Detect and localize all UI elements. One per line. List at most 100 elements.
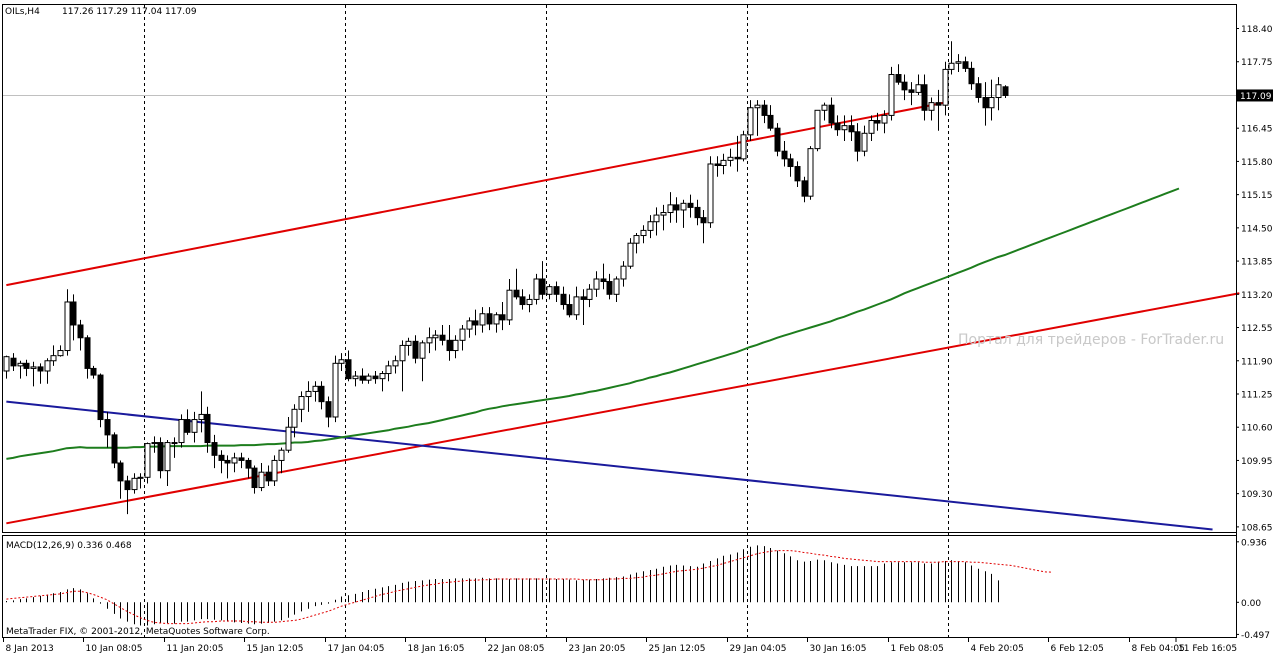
- candle-body: [278, 449, 285, 461]
- candle-body: [807, 148, 814, 197]
- candle-body: [211, 442, 218, 456]
- candle-body: [647, 221, 654, 231]
- time-tick-label: 10 Jan 08:05: [86, 644, 143, 654]
- current-price-tag: [1237, 89, 1273, 102]
- candle-body: [57, 350, 64, 357]
- ohlc-readout: 117.26 117.29 117.04 117.09: [62, 7, 197, 17]
- time-axis: 8 Jan 2013 10 Jan 08:05 11 Jan 20:05 15 Jan…: [3, 638, 1237, 654]
- candle-body: [727, 156, 734, 161]
- price-tick-label: 115.15: [1241, 191, 1273, 201]
- candle-body: [479, 313, 486, 326]
- candle-body: [30, 366, 37, 369]
- price-tick-label: 112.55: [1241, 324, 1273, 334]
- candle-body: [580, 296, 587, 300]
- candle-body: [935, 102, 942, 106]
- price-tick-label: 117.09: [1240, 92, 1272, 102]
- candle-body: [466, 320, 473, 330]
- time-tick-label: 8 Jan 2013: [6, 644, 54, 654]
- trendline: [6, 292, 1240, 525]
- candle-body: [720, 159, 727, 167]
- price-tick-label: 109.30: [1241, 490, 1273, 500]
- candle-body: [667, 204, 674, 214]
- candle-body: [426, 337, 433, 344]
- candle-body: [694, 206, 701, 219]
- candle-body: [258, 471, 265, 489]
- candle-body: [606, 281, 613, 295]
- candle-body: [593, 278, 600, 290]
- candle-body: [164, 442, 171, 472]
- candle-body: [881, 114, 888, 124]
- candle-body: [955, 61, 962, 64]
- candle-body: [245, 459, 252, 469]
- candle-body: [131, 477, 138, 491]
- candle-body: [968, 67, 975, 85]
- macd-tick-label: 0.936: [1241, 538, 1267, 548]
- time-tick-label: 23 Jan 20:05: [569, 644, 626, 654]
- price-tick-label: 111.25: [1241, 390, 1273, 400]
- candle-body: [111, 434, 118, 464]
- candle-body: [653, 214, 660, 223]
- candle-body: [117, 462, 124, 482]
- candle-body: [740, 134, 747, 160]
- time-tick-label: 30 Jan 16:05: [810, 644, 867, 654]
- candle-body: [854, 131, 861, 152]
- candle-body: [539, 278, 546, 295]
- candle-body: [90, 367, 97, 376]
- candle-body: [673, 204, 680, 211]
- candle-body: [325, 401, 332, 418]
- candle-body: [848, 125, 855, 133]
- time-tick-label: 18 Jan 16:05: [408, 644, 465, 654]
- candle-body: [137, 476, 144, 479]
- price-tick-label: 108.65: [1241, 523, 1273, 533]
- candle-body: [620, 265, 627, 280]
- candle-body: [761, 104, 768, 116]
- candle-body: [861, 132, 868, 152]
- candle-body: [312, 385, 319, 392]
- candle-body: [184, 419, 191, 433]
- time-tick-label: 8 Feb 04:05: [1132, 644, 1185, 654]
- candle-body: [874, 120, 881, 124]
- candles: [3, 41, 1009, 515]
- price-tick-label: 113.85: [1241, 258, 1273, 268]
- candle-body: [231, 457, 238, 464]
- candle-body: [794, 166, 801, 182]
- candle-body: [392, 360, 399, 367]
- time-tick-label: 25 Jan 12:05: [649, 644, 706, 654]
- candle-body: [519, 296, 526, 306]
- candle-body: [157, 442, 164, 472]
- candle-body: [901, 81, 908, 91]
- candle-body: [50, 355, 57, 362]
- candle-body: [171, 442, 178, 445]
- candle-body: [452, 339, 459, 352]
- candle-body: [560, 293, 567, 306]
- candle-body: [10, 357, 17, 367]
- price-tick-label: 115.80: [1241, 158, 1273, 168]
- candle-body: [988, 97, 995, 109]
- ma-line: [6, 187, 1180, 460]
- time-tick-label: 15 Jan 12:05: [247, 644, 304, 654]
- macd-label: MACD(12,26,9) 0.336 0.468: [6, 541, 132, 551]
- candle-body: [37, 366, 44, 372]
- candle-body: [828, 104, 835, 124]
- candle-body: [814, 109, 821, 150]
- candle-body: [338, 359, 345, 364]
- candle-body: [982, 97, 989, 109]
- candle-body: [372, 375, 379, 380]
- macd-tick-label: -0.497: [1241, 631, 1270, 641]
- price-tick-label: 117.75: [1241, 58, 1273, 68]
- price-tick-label: 114.50: [1241, 224, 1273, 234]
- macd-signal-line: [6, 550, 1052, 625]
- candle-body: [204, 413, 211, 444]
- candle-body: [787, 158, 794, 168]
- panel-frames: [2, 4, 1237, 638]
- candle-body: [419, 342, 426, 359]
- candle-body: [888, 74, 895, 116]
- candle-body: [251, 467, 258, 489]
- candle-body: [318, 385, 325, 403]
- candle-body: [405, 340, 412, 346]
- candle-body: [995, 84, 1002, 99]
- time-tick-label: 11 Jan 20:05: [167, 644, 224, 654]
